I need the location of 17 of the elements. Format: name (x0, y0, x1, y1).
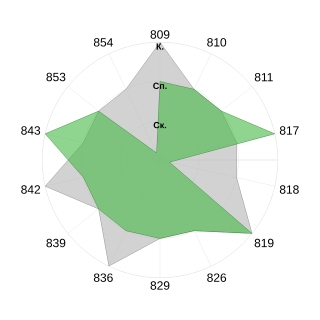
y-tick-label: Сп. (153, 82, 167, 90)
spoke-label: 826 (207, 273, 226, 282)
spoke-label: 829 (150, 281, 170, 290)
spoke-label: 811 (254, 72, 273, 82)
y-tick-label: К. (156, 43, 164, 50)
spoke-label: 853 (46, 72, 66, 82)
spoke-label: 836 (94, 273, 113, 282)
spoke-label: 839 (46, 238, 66, 248)
spoke-label: 817 (280, 126, 299, 135)
spoke-label: 843 (21, 126, 40, 135)
spoke-label: 818 (280, 185, 299, 194)
spoke-label: 809 (150, 30, 170, 39)
spoke-label: 854 (94, 38, 113, 47)
y-tick-label: Ск. (154, 122, 166, 128)
spoke-label: 810 (207, 38, 226, 47)
spoke-label: 842 (21, 185, 40, 194)
spoke-label: 819 (254, 238, 274, 248)
